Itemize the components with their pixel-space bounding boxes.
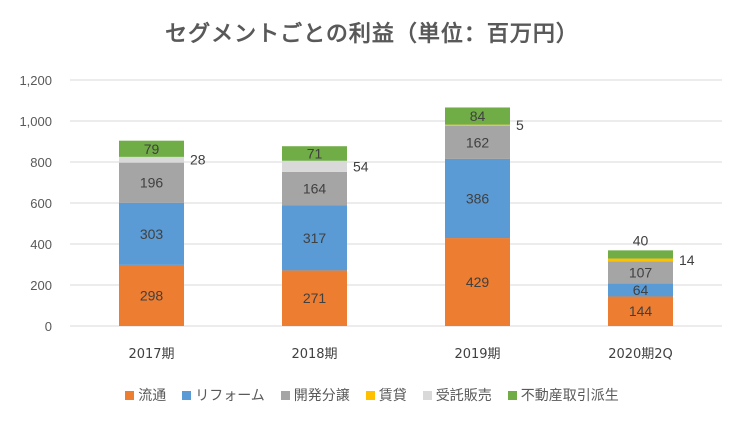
bar-segment <box>608 261 673 284</box>
data-label: 64 <box>633 282 649 298</box>
bar-segment <box>445 107 510 125</box>
y-tick-label: 0 <box>45 319 52 334</box>
x-tick-label: 2020期2Q <box>608 347 673 362</box>
data-label: 40 <box>633 232 649 248</box>
bar-segment <box>445 158 510 239</box>
y-tick-label: 200 <box>30 278 52 293</box>
legend-item: 受託販売 <box>422 385 492 405</box>
data-label: 28 <box>190 152 206 168</box>
legend-label: 開発分譲 <box>293 388 350 404</box>
y-tick-label: 600 <box>30 196 52 211</box>
data-label: 5 <box>516 117 524 133</box>
data-label: 14 <box>679 252 695 268</box>
data-label: 317 <box>303 230 327 246</box>
legend-swatch <box>365 390 375 400</box>
x-tick-label: 2018期 <box>291 347 337 362</box>
bar-segment <box>608 283 673 297</box>
bar-segment <box>282 160 347 172</box>
legend-swatch <box>507 390 517 400</box>
bar-segment <box>608 258 673 262</box>
data-label: 79 <box>144 141 160 157</box>
legend-item: 賃貸 <box>365 385 407 405</box>
bar-segment <box>445 124 510 126</box>
bar-segment <box>119 162 184 203</box>
data-label: 196 <box>140 175 164 191</box>
y-tick-label: 1,000 <box>19 114 52 129</box>
y-tick-label: 800 <box>30 155 52 170</box>
bar-segment <box>282 146 347 161</box>
bar-segment <box>282 205 347 271</box>
bar-segment <box>608 250 673 259</box>
bar-segment <box>282 171 347 206</box>
x-tick-label: 2017期 <box>128 347 174 362</box>
data-label: 298 <box>140 287 164 303</box>
legend-label: 流通 <box>138 388 167 404</box>
bar-segment <box>445 238 510 326</box>
legend-swatch <box>125 390 135 400</box>
data-label: 54 <box>353 158 369 174</box>
data-label: 84 <box>470 108 486 124</box>
data-label: 429 <box>466 274 490 290</box>
legend: 流通 リフォーム 開発分譲 賃貸 受託販売 不動産取引派生 <box>0 385 744 405</box>
legend-label: リフォーム <box>195 388 265 404</box>
legend-label: 受託販売 <box>435 388 492 404</box>
legend-swatch <box>182 390 192 400</box>
bar-segment <box>119 202 184 265</box>
bar-segment <box>119 156 184 163</box>
legend-swatch <box>280 390 290 400</box>
legend-label: 不動産取引派生 <box>520 388 619 404</box>
legend-item: 開発分譲 <box>280 385 350 405</box>
legend-item: リフォーム <box>182 385 265 405</box>
data-label: 107 <box>629 264 653 280</box>
data-label: 271 <box>303 290 327 306</box>
data-label: 164 <box>303 181 327 197</box>
data-label: 386 <box>466 190 490 206</box>
bar-segment <box>282 270 347 326</box>
legend-swatch <box>422 390 432 400</box>
bar-segment <box>119 264 184 326</box>
data-label: 144 <box>629 303 653 319</box>
data-label: 71 <box>307 145 323 161</box>
legend-item: 流通 <box>125 385 166 405</box>
y-tick-label: 1,200 <box>19 73 52 88</box>
x-tick-label: 2019期 <box>454 347 500 362</box>
bar-segment <box>445 125 510 159</box>
chart-title: セグメントごとの利益（単位：百万円） <box>165 22 579 47</box>
bar-segment <box>608 296 673 326</box>
data-label: 303 <box>140 226 164 242</box>
data-label: 162 <box>466 134 490 150</box>
legend-item: 不動産取引派生 <box>507 385 619 405</box>
bar-segment <box>119 140 184 157</box>
legend-label: 賃貸 <box>378 388 407 404</box>
y-tick-label: 400 <box>30 237 52 252</box>
